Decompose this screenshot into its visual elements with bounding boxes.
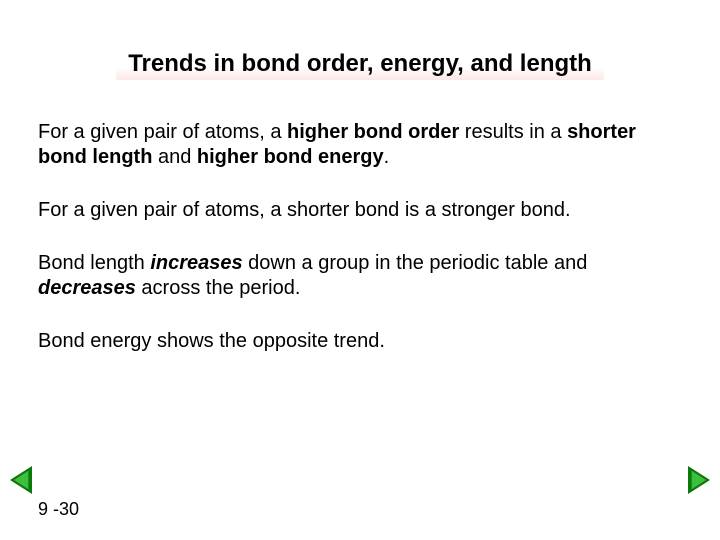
bold-text: higher bond energy xyxy=(197,146,384,168)
slide-body: For a given pair of atoms, a higher bond… xyxy=(38,120,672,354)
text: . xyxy=(384,146,390,168)
text: results in a xyxy=(459,121,567,143)
paragraph-2: For a given pair of atoms, a shorter bon… xyxy=(38,198,672,223)
text: and xyxy=(152,146,196,168)
text: For a given pair of atoms, a xyxy=(38,121,287,143)
next-slide-arrow-icon[interactable] xyxy=(688,466,710,494)
text: Bond length xyxy=(38,252,150,274)
text: down a group in the periodic table and xyxy=(243,252,588,274)
previous-slide-arrow-icon[interactable] xyxy=(10,466,32,494)
paragraph-4: Bond energy shows the opposite trend. xyxy=(38,329,672,354)
bold-italic-text: decreases xyxy=(38,277,136,299)
paragraph-1: For a given pair of atoms, a higher bond… xyxy=(38,120,672,170)
slide-title: Trends in bond order, energy, and length xyxy=(116,48,604,80)
bold-italic-text: increases xyxy=(150,252,242,274)
paragraph-3: Bond length increases down a group in th… xyxy=(38,251,672,301)
slide-number: 9 -30 xyxy=(38,499,79,520)
text: across the period. xyxy=(136,277,301,299)
bold-text: higher bond order xyxy=(287,121,459,143)
